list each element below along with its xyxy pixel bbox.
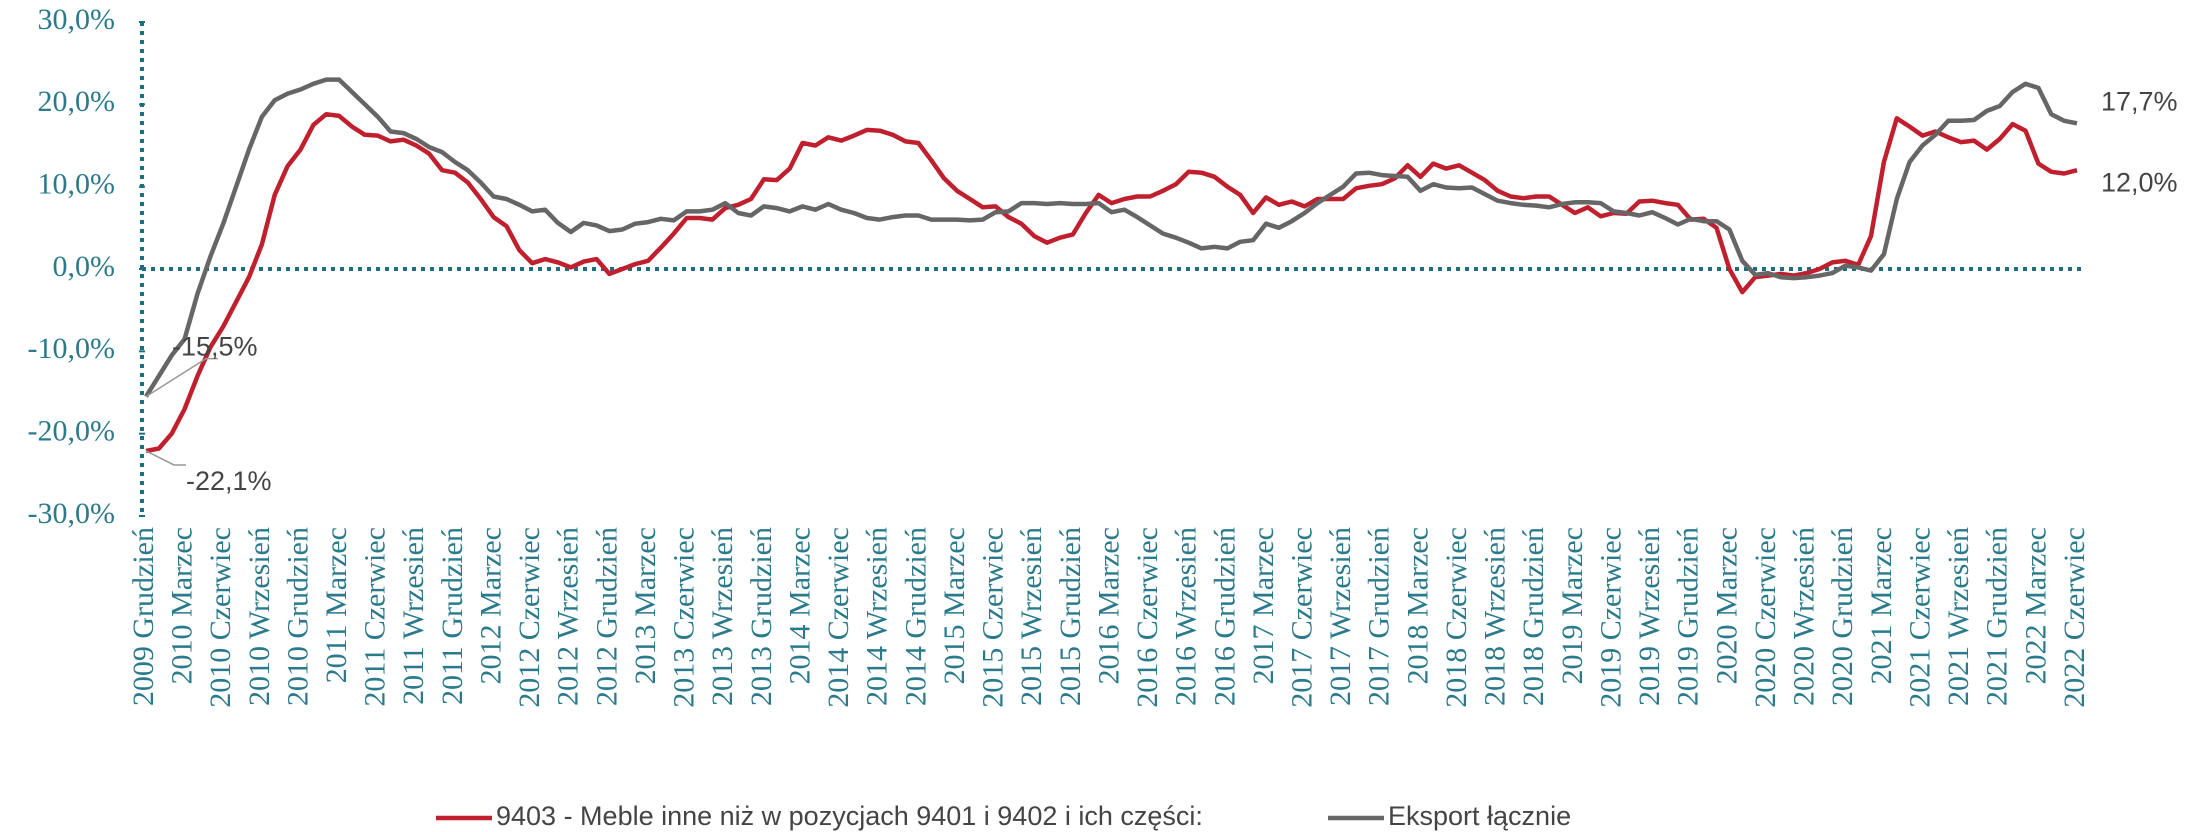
x-tick-label: 2020 Marzec bbox=[1710, 527, 1743, 684]
x-tick-label: 2014 Czerwiec bbox=[822, 527, 855, 708]
x-tick-label: 2018 Wrzesień bbox=[1479, 527, 1512, 706]
x-tick-label: 2013 Czerwiec bbox=[668, 527, 701, 708]
x-tick-label: 2018 Grudzień bbox=[1517, 527, 1550, 706]
x-tick-label: 2010 Grudzień bbox=[281, 527, 314, 706]
x-tick-label: 2010 Czerwiec bbox=[204, 527, 237, 708]
x-tick-label: 2013 Marzec bbox=[629, 527, 662, 684]
x-tick-label: 2017 Grudzień bbox=[1363, 527, 1396, 706]
x-tick-label: 2014 Grudzień bbox=[899, 527, 932, 706]
x-tick-label: 2015 Czerwiec bbox=[977, 527, 1010, 708]
x-tick-label: 2012 Czerwiec bbox=[513, 527, 546, 708]
x-tick-label: 2016 Wrzesień bbox=[1170, 527, 1203, 706]
legend-label: 9403 - Meble inne niż w pozycjach 9401 i… bbox=[496, 801, 1203, 831]
x-tick-label: 2020 Wrzesień bbox=[1788, 527, 1821, 706]
x-tick-label: 2022 Czerwiec bbox=[2058, 527, 2091, 708]
x-tick-label: 2017 Czerwiec bbox=[1285, 527, 1318, 708]
x-tick-label: 2022 Marzec bbox=[2019, 527, 2052, 684]
x-tick-label: 2017 Wrzesień bbox=[1324, 527, 1357, 706]
data-label: -22,1% bbox=[186, 466, 272, 496]
x-tick-label: 2014 Wrzesień bbox=[861, 527, 894, 706]
y-tick-label: -20,0% bbox=[28, 415, 115, 448]
x-tick-label: 2011 Czerwiec bbox=[359, 527, 392, 707]
label-leader bbox=[145, 357, 218, 398]
x-tick-label: 2011 Grudzień bbox=[436, 527, 469, 705]
data-label: -15,5% bbox=[172, 332, 258, 362]
x-tick-label: 2016 Grudzień bbox=[1208, 527, 1241, 706]
x-tick-label: 2021 Marzec bbox=[1865, 527, 1898, 684]
x-tick-label: 2019 Czerwiec bbox=[1594, 527, 1627, 708]
x-tick-label: 2019 Wrzesień bbox=[1633, 527, 1666, 706]
x-tick-label: 2009 Grudzień bbox=[127, 527, 160, 706]
x-tick-label: 2010 Wrzesień bbox=[243, 527, 276, 706]
legend-label: Eksport łącznie bbox=[1388, 801, 1571, 831]
x-tick-label: 2016 Czerwiec bbox=[1131, 527, 1164, 708]
x-tick-label: 2012 Grudzień bbox=[590, 527, 623, 706]
x-tick-label: 2021 Czerwiec bbox=[1903, 527, 1936, 708]
x-tick-label: 2021 Grudzień bbox=[1981, 527, 2014, 706]
x-tick-label: 2013 Wrzesień bbox=[706, 527, 739, 706]
x-tick-label: 2011 Marzec bbox=[320, 527, 353, 683]
x-tick-label: 2021 Wrzesień bbox=[1942, 527, 1975, 706]
x-tick-label: 2018 Marzec bbox=[1401, 527, 1434, 684]
data-label: 12,0% bbox=[2101, 167, 2178, 197]
x-tick-label: 2018 Czerwiec bbox=[1440, 527, 1473, 708]
x-tick-label: 2020 Czerwiec bbox=[1749, 527, 1782, 708]
x-tick-label: 2015 Grudzień bbox=[1054, 527, 1087, 706]
x-tick-label: 2015 Marzec bbox=[938, 527, 971, 684]
x-tick-label: 2015 Wrzesień bbox=[1015, 527, 1048, 706]
x-tick-label: 2011 Wrzesień bbox=[397, 527, 430, 705]
x-tick-label: 2017 Marzec bbox=[1247, 527, 1280, 684]
x-tick-label: 2019 Marzec bbox=[1556, 527, 1589, 684]
x-tick-label: 2013 Grudzień bbox=[745, 527, 778, 706]
y-tick-label: 20,0% bbox=[38, 85, 116, 118]
x-tick-label: 2014 Marzec bbox=[783, 527, 816, 684]
x-tick-label: 2010 Marzec bbox=[166, 527, 199, 684]
y-tick-label: 30,0% bbox=[38, 3, 116, 36]
x-tick-label: 2019 Grudzień bbox=[1672, 527, 1705, 706]
data-label: 17,7% bbox=[2101, 86, 2178, 116]
x-tick-label: 2016 Marzec bbox=[1092, 527, 1125, 684]
x-tick-label: 2020 Grudzień bbox=[1826, 527, 1859, 706]
y-tick-label: 10,0% bbox=[38, 168, 116, 201]
label-leader bbox=[145, 450, 186, 466]
y-tick-label: 0,0% bbox=[53, 250, 116, 283]
y-tick-label: -30,0% bbox=[28, 497, 115, 530]
series-line bbox=[144, 77, 2078, 398]
series-line bbox=[145, 111, 2078, 454]
y-tick-label: -10,0% bbox=[28, 332, 115, 365]
x-tick-label: 2012 Wrzesień bbox=[552, 527, 585, 706]
x-tick-label: 2012 Marzec bbox=[474, 527, 507, 684]
